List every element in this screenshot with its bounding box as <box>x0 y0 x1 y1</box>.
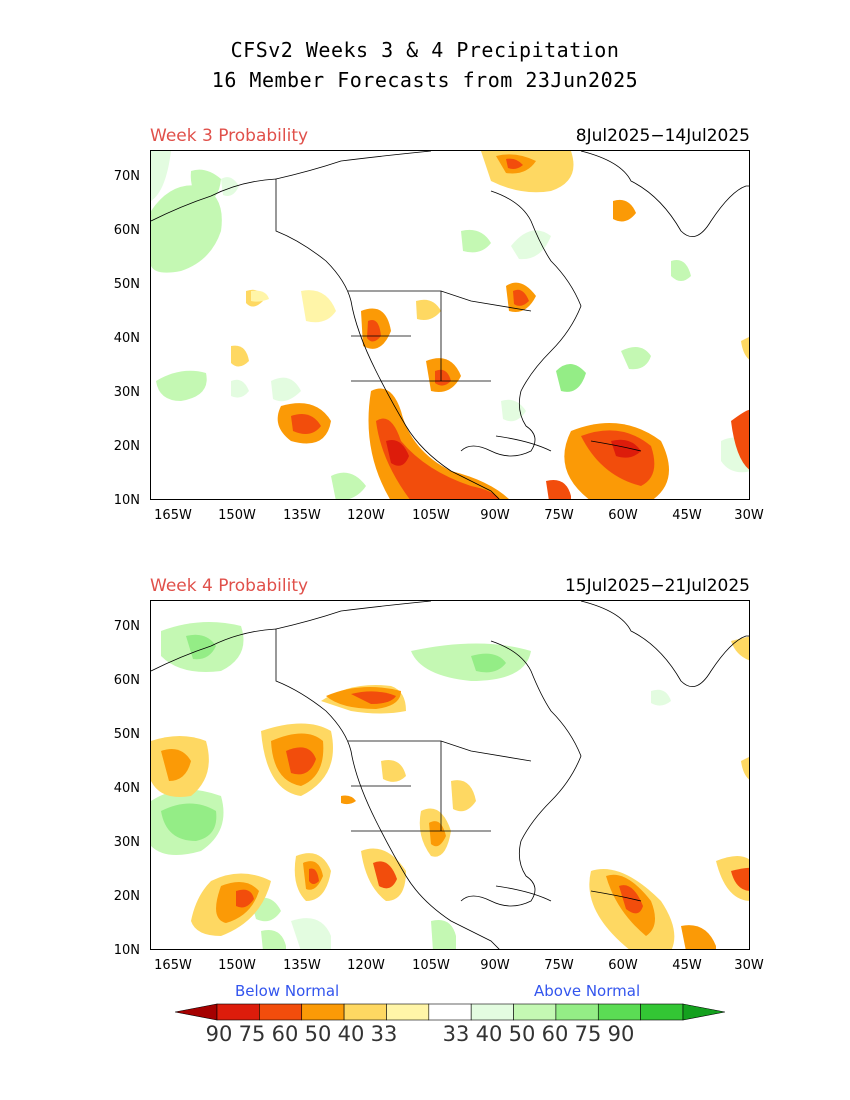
lon-label: 90W <box>480 958 510 973</box>
lat-label: 40N <box>113 331 140 346</box>
legend-swatch <box>640 1003 684 1021</box>
legend-value: 40 <box>337 1022 365 1046</box>
legend-swatches <box>174 1003 726 1021</box>
week4-coastlines <box>151 601 749 949</box>
week4-map-svg <box>151 601 749 949</box>
title-line-2: 16 Member Forecasts from 23Jun2025 <box>211 68 639 92</box>
legend-value: 75 <box>238 1022 266 1046</box>
title-line-1: CFSv2 Weeks 3 & 4 Precipitation <box>230 38 620 62</box>
lon-label: 60W <box>608 508 638 523</box>
week4-map <box>150 600 750 950</box>
week3-map <box>150 150 750 500</box>
legend-value: 60 <box>271 1022 299 1046</box>
legend-value: 90 <box>205 1022 233 1046</box>
week3-dates: 8Jul2025−14Jul2025 <box>575 126 750 146</box>
legend-below-normal-label: Below Normal <box>235 982 340 1000</box>
legend-value: 60 <box>541 1022 569 1046</box>
week4-above-normal-areas <box>151 622 671 949</box>
week3-label: Week 3 Probability <box>150 126 309 146</box>
legend-swatch <box>513 1003 557 1021</box>
legend-swatch <box>343 1003 387 1021</box>
lat-label: 50N <box>113 727 140 742</box>
lon-label: 45W <box>672 958 702 973</box>
legend-value: 50 <box>304 1022 332 1046</box>
lat-label: 20N <box>113 439 140 454</box>
legend-swatch <box>470 1003 514 1021</box>
week4-label: Week 4 Probability <box>150 576 309 596</box>
legend-value: 33 <box>370 1022 398 1046</box>
legend-swatch <box>555 1003 599 1021</box>
lon-label: 165W <box>154 958 192 973</box>
lat-label: 50N <box>113 277 140 292</box>
legend-colorbar <box>174 1003 726 1021</box>
lat-label: 60N <box>113 673 140 688</box>
lat-label: 70N <box>113 619 140 634</box>
week3-below-normal-areas <box>231 151 749 499</box>
lon-label: 150W <box>218 508 256 523</box>
lon-label: 90W <box>480 508 510 523</box>
lon-label: 135W <box>283 508 321 523</box>
lon-label: 105W <box>412 508 450 523</box>
legend-colorbar-svg <box>174 1003 726 1021</box>
legend-value: 90 <box>607 1022 635 1046</box>
lat-label: 20N <box>113 889 140 904</box>
legend-arrow-above <box>682 1003 726 1021</box>
legend-swatch <box>597 1003 641 1021</box>
legend-swatch <box>386 1003 430 1021</box>
lon-label: 30W <box>734 508 764 523</box>
week3-map-svg <box>151 151 749 499</box>
lon-label: 30W <box>734 958 764 973</box>
legend-arrow-below <box>174 1003 218 1021</box>
week3-coastlines <box>151 151 749 499</box>
lon-label: 150W <box>218 958 256 973</box>
lon-label: 120W <box>347 958 385 973</box>
lat-label: 70N <box>113 169 140 184</box>
legend-swatch <box>259 1003 303 1021</box>
lon-label: 165W <box>154 508 192 523</box>
lat-label: 10N <box>113 493 140 508</box>
legend-value: 40 <box>475 1022 503 1046</box>
lat-label: 40N <box>113 781 140 796</box>
lat-label: 30N <box>113 835 140 850</box>
legend-value: 33 <box>442 1022 470 1046</box>
legend-swatch <box>301 1003 345 1021</box>
lon-label: 135W <box>283 958 321 973</box>
week4-below-normal-areas <box>151 636 749 949</box>
lon-label: 120W <box>347 508 385 523</box>
week3-above-normal-areas <box>151 151 749 499</box>
lon-label: 105W <box>412 958 450 973</box>
legend-value: 50 <box>508 1022 536 1046</box>
legend-swatch <box>216 1003 260 1021</box>
lon-label: 45W <box>672 508 702 523</box>
lon-label: 75W <box>544 958 574 973</box>
lon-label: 75W <box>544 508 574 523</box>
lat-label: 10N <box>113 943 140 958</box>
lat-label: 30N <box>113 385 140 400</box>
week4-dates: 15Jul2025−21Jul2025 <box>564 576 750 596</box>
lon-label: 60W <box>608 958 638 973</box>
lat-label: 60N <box>113 223 140 238</box>
legend-value: 75 <box>574 1022 602 1046</box>
legend-above-normal-label: Above Normal <box>534 982 641 1000</box>
legend-swatch <box>428 1003 472 1021</box>
